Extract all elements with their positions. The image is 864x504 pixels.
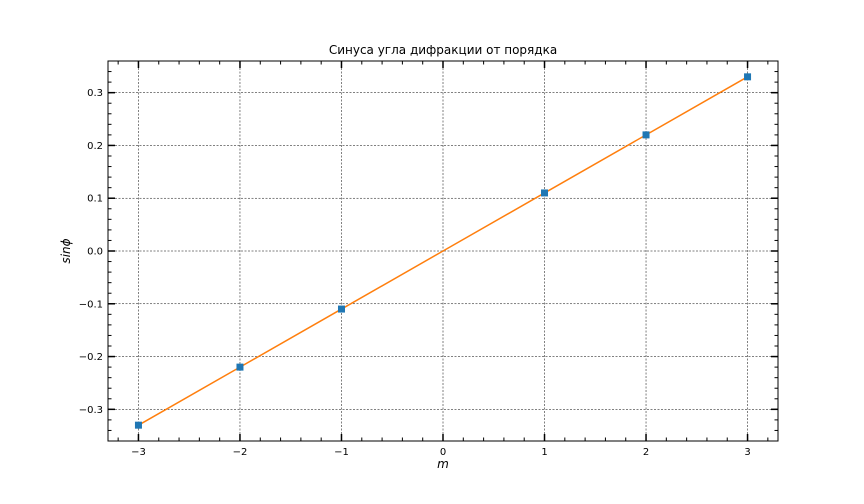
- ticks: [108, 60, 778, 442]
- y-axis-label: sinϕ: [59, 238, 73, 263]
- x-tick-label: −2: [233, 447, 248, 458]
- data-point: [642, 131, 650, 139]
- x-tick-label: 1: [541, 447, 547, 458]
- y-tick-label: −0.2: [79, 352, 103, 363]
- data-point: [744, 73, 752, 81]
- data-point: [337, 305, 345, 313]
- x-tick-label: 2: [643, 447, 649, 458]
- y-tick-label: −0.3: [79, 405, 103, 416]
- data-point: [134, 421, 142, 429]
- x-axis-label: m: [437, 457, 449, 471]
- data-point: [541, 189, 549, 197]
- x-tick-label: −1: [334, 447, 349, 458]
- x-tick-label: 3: [744, 447, 750, 458]
- x-tick-label: 0: [440, 447, 446, 458]
- x-tick-label: −3: [131, 447, 146, 458]
- series-layer: [134, 73, 752, 429]
- grid: [108, 61, 778, 441]
- y-tick-label: 0.2: [87, 141, 103, 152]
- tick-labels: −3 −2 −1 0 1 2 3 −0.3 −0.2 −0.1 0.0 0.1 0.2 0.3: [79, 88, 751, 458]
- plot-frame: [107, 60, 779, 442]
- y-tick-label: 0.1: [87, 194, 103, 205]
- y-tick-label: 0.3: [87, 88, 103, 99]
- data-point: [236, 363, 244, 371]
- y-tick-label: 0.0: [87, 247, 103, 258]
- y-tick-label: −0.1: [79, 299, 103, 310]
- chart-title: Синуса угла дифракции от порядка: [329, 43, 557, 57]
